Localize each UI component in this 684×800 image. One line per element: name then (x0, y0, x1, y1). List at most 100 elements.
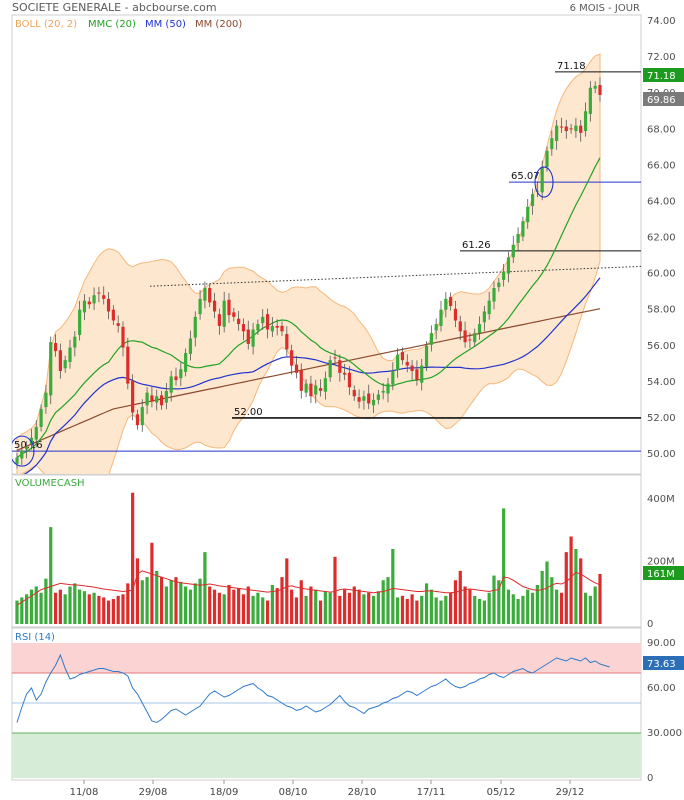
candle (20, 450, 24, 459)
volume-bar (468, 589, 472, 624)
highlight-circle (534, 166, 554, 198)
candle (314, 385, 318, 395)
candle (396, 354, 400, 371)
volume-bar (78, 589, 82, 624)
volume-bar (424, 583, 429, 624)
candle (198, 298, 202, 315)
volume-bar (420, 595, 424, 624)
volume-bar (116, 595, 120, 624)
volume-bar (487, 592, 491, 624)
volume-bar (410, 594, 414, 624)
price-axis-tick: 74.00 (647, 16, 676, 27)
volume-bar (198, 578, 202, 624)
date-label: 29/08 (139, 787, 168, 798)
candle (217, 314, 221, 326)
volume-bar (111, 599, 115, 624)
price-axis-tick: 50.00 (647, 449, 676, 460)
candle (386, 383, 390, 394)
candle (415, 369, 419, 381)
candle (78, 309, 82, 335)
volume-bar (458, 570, 462, 624)
price-axis-tick: 72.00 (647, 52, 676, 63)
volume-bar (511, 594, 515, 624)
candle (179, 369, 183, 379)
candle (68, 347, 72, 362)
candle (468, 339, 472, 341)
volume-bar (492, 575, 496, 624)
rsi-title: RSI (14) (15, 632, 55, 643)
candle (487, 300, 491, 315)
candle (357, 397, 361, 402)
volume-bar (449, 592, 453, 624)
candle (106, 298, 111, 312)
candle (362, 396, 366, 401)
candle (53, 343, 58, 352)
volume-bar (135, 558, 140, 624)
volume-bar (497, 580, 501, 624)
candle (280, 325, 284, 332)
candle (550, 138, 554, 150)
candle (371, 399, 376, 406)
candle (328, 360, 332, 378)
candle (241, 324, 246, 332)
candle (391, 371, 395, 385)
date-label: 05/12 (487, 787, 516, 798)
candle (174, 376, 178, 381)
legend-mm200: MM (200) (195, 19, 242, 30)
candle (381, 390, 385, 393)
price-axis-tick: 64.00 (647, 196, 676, 207)
volume-bar (343, 589, 347, 624)
volume-bar (188, 589, 193, 624)
candle (473, 333, 477, 343)
volume-bar (477, 599, 482, 624)
candle (145, 392, 149, 406)
candle (338, 360, 342, 373)
volume-bar (371, 595, 376, 624)
volume-bar (362, 594, 366, 624)
level-label: 52.00 (234, 407, 263, 418)
candle (232, 312, 236, 317)
volume-bar (463, 586, 467, 624)
candle (449, 297, 453, 307)
volume-bar (439, 600, 443, 624)
volume-bar (121, 594, 125, 624)
volume-bar (29, 589, 34, 624)
candle (131, 380, 135, 413)
last-price-badge-bg (643, 92, 684, 106)
candle (492, 288, 496, 302)
volume-bar (140, 580, 144, 624)
candle (135, 414, 140, 426)
price-axis-tick: 62.00 (647, 233, 676, 244)
candle (188, 338, 193, 354)
volume-bar (415, 600, 419, 624)
volume-bar (357, 589, 361, 624)
level-label: 71.18 (557, 61, 586, 72)
candle (405, 361, 409, 366)
candle (555, 125, 559, 141)
candle (343, 372, 347, 375)
volume-bar (588, 595, 592, 624)
volume-bar (314, 589, 318, 624)
volume-bar (429, 589, 433, 624)
volume-bar (386, 577, 390, 624)
candle (275, 325, 279, 328)
volume-bar (150, 542, 154, 624)
volume-bar (227, 584, 231, 624)
volume-bar (555, 589, 559, 624)
candle (530, 194, 535, 206)
candle (237, 318, 241, 325)
volume-bar (126, 583, 130, 624)
candle (352, 389, 356, 397)
candle (159, 395, 164, 406)
candle (477, 324, 482, 334)
volume-bar (521, 595, 525, 624)
candle (400, 352, 405, 361)
volume-bar (102, 597, 106, 624)
volume-bar (212, 589, 217, 624)
price-high-badge-bg (643, 68, 684, 82)
volume-bar (174, 577, 178, 624)
candle (497, 282, 501, 288)
candle (126, 346, 130, 384)
volume-bar (396, 597, 400, 624)
